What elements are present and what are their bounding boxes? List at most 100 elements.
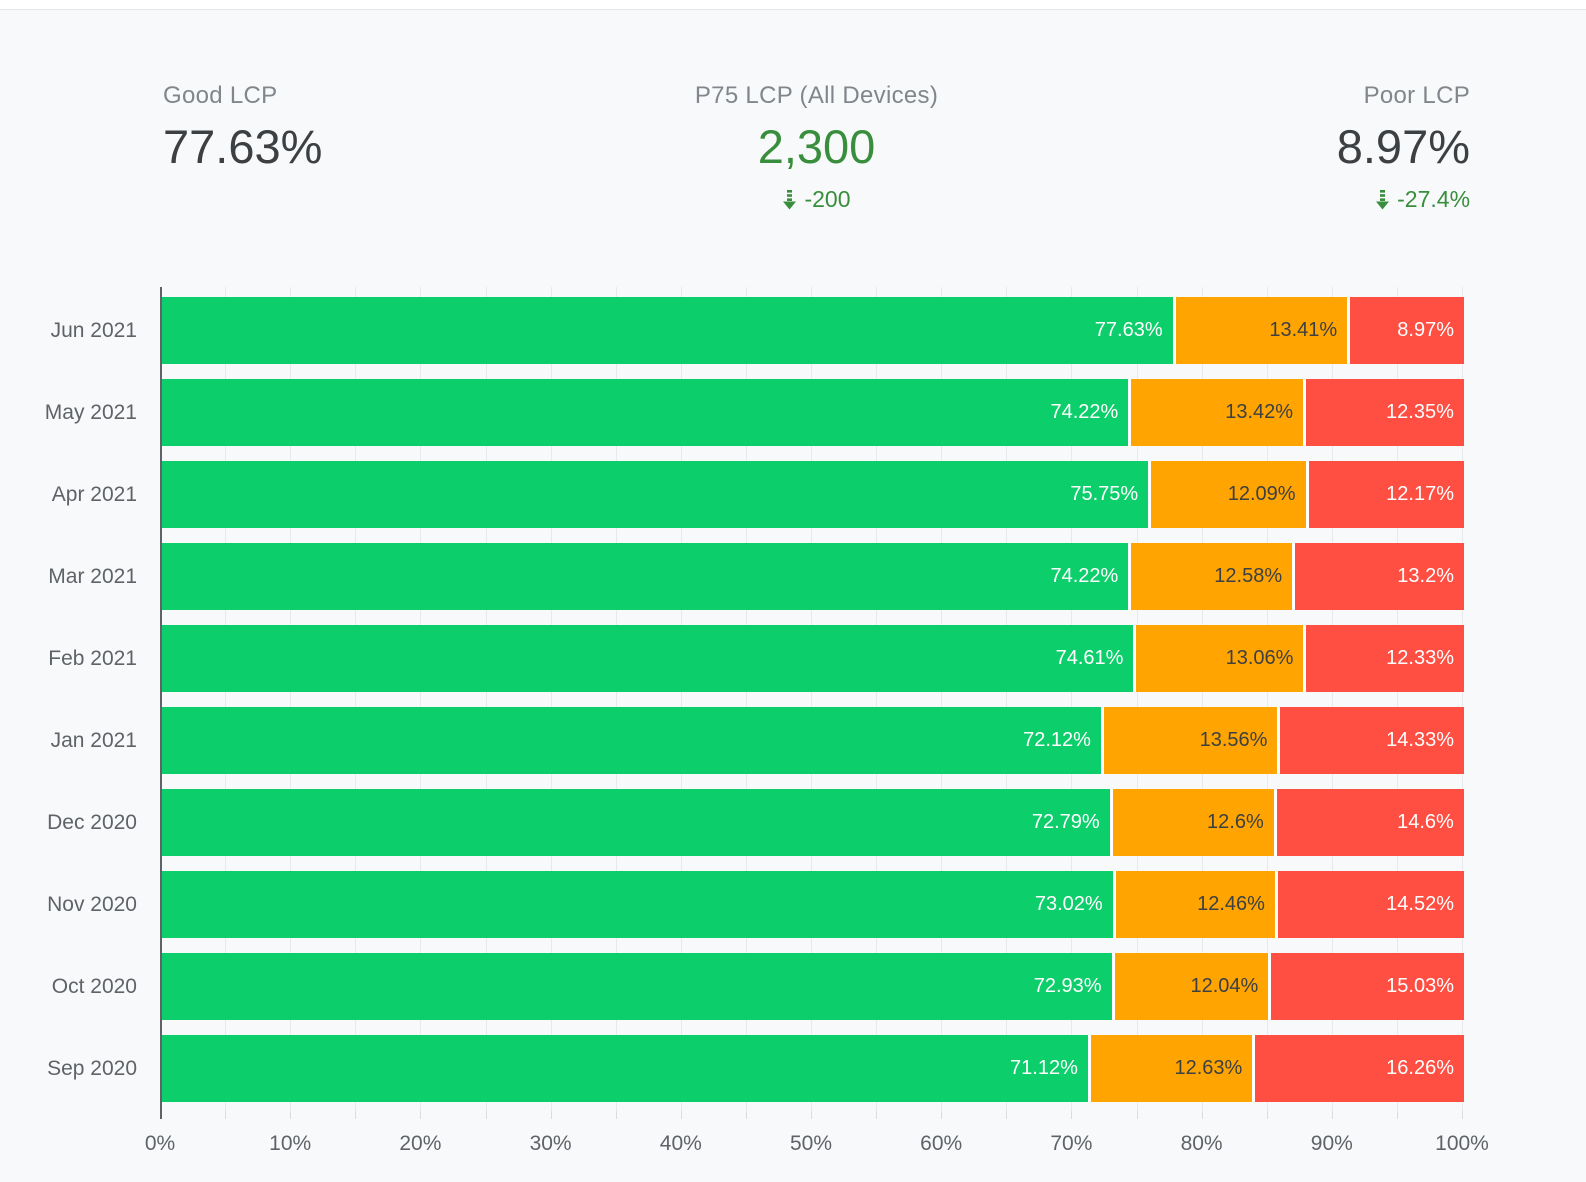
bar-segment-needs-improvement[interactable]: 13.42% — [1128, 379, 1304, 446]
bar-row: Feb 2021 74.61% 13.06% 12.33% — [0, 625, 1464, 692]
scorecard-good-lcp: Good LCP 77.63% — [163, 82, 599, 213]
bar-value-label: 14.6% — [1397, 811, 1454, 833]
bar-segment-good[interactable]: 75.75% — [162, 461, 1149, 528]
axis-tick — [225, 1111, 227, 1119]
bar-value-label: 12.09% — [1227, 483, 1296, 505]
bar-segment-good[interactable]: 71.12% — [162, 1035, 1088, 1102]
gridline — [811, 287, 812, 1111]
bar-segment-needs-improvement[interactable]: 12.04% — [1111, 953, 1269, 1020]
bar-segment-good[interactable]: 72.93% — [162, 953, 1112, 1020]
metric-change-value: -200 — [804, 186, 851, 212]
bar-segment-poor[interactable]: 16.26% — [1252, 1035, 1464, 1102]
bar-row: Jun 2021 77.63% 13.41% 8.97% — [0, 297, 1464, 364]
bar-track: 72.12% 13.56% 14.33% — [162, 707, 1464, 774]
gridline — [1331, 287, 1333, 1111]
bar-segment-good[interactable]: 77.63% — [162, 297, 1173, 364]
bar-track: 72.93% 12.04% 15.03% — [162, 953, 1464, 1020]
bar-value-label: 16.26% — [1386, 1057, 1454, 1079]
x-axis-label: 20% — [399, 1132, 442, 1155]
bar-value-label: 13.41% — [1269, 319, 1338, 341]
bar-value-label: 13.06% — [1225, 647, 1294, 669]
axis-tick — [1201, 1111, 1203, 1119]
category-label: Mar 2021 — [48, 564, 137, 588]
x-axis-label: 50% — [789, 1132, 833, 1155]
bar-segment-needs-improvement[interactable]: 12.46% — [1112, 871, 1275, 938]
x-axis: 0% 10% 20% 30% 40% 50% 60% 70% 80% 90% 100% — [0, 1119, 1586, 1163]
gridline — [1071, 287, 1073, 1111]
category-label: May 2021 — [44, 400, 137, 424]
category-label: Feb 2021 — [48, 646, 137, 670]
bar-segment-good[interactable]: 73.02% — [162, 871, 1113, 938]
bar-segment-needs-improvement[interactable]: 13.56% — [1100, 707, 1278, 774]
metric-label: Poor LCP — [1363, 82, 1471, 109]
metric-change: -200 — [599, 186, 1035, 213]
gridline — [1201, 287, 1203, 1111]
gridline — [745, 287, 747, 1111]
bar-segment-needs-improvement[interactable]: 12.6% — [1109, 789, 1274, 856]
bar-value-label: 12.33% — [1386, 647, 1454, 669]
bar-segment-needs-improvement[interactable]: 13.41% — [1172, 297, 1348, 364]
bar-value-label: 75.75% — [1070, 483, 1139, 505]
gridline — [615, 287, 617, 1111]
bar-segment-needs-improvement[interactable]: 12.63% — [1087, 1035, 1253, 1102]
bar-segment-good[interactable]: 74.22% — [162, 543, 1129, 610]
bar-segment-poor[interactable]: 12.35% — [1303, 379, 1464, 446]
bar-segment-poor[interactable]: 12.33% — [1303, 625, 1464, 692]
axis-tick — [941, 1111, 943, 1119]
x-axis-label: 80% — [1180, 1132, 1223, 1155]
gridline — [355, 287, 357, 1111]
bar-segment-poor[interactable]: 15.03% — [1268, 953, 1464, 1020]
bar-value-label: 74.22% — [1050, 401, 1119, 423]
bar-row: Apr 2021 75.75% 12.09% 12.17% — [0, 461, 1464, 528]
axis-tick — [1396, 1111, 1398, 1119]
metric-value: 8.97% — [1336, 120, 1471, 173]
bar-value-label: 14.52% — [1386, 893, 1454, 915]
axis-tick — [745, 1111, 747, 1119]
bar-segment-poor[interactable]: 12.17% — [1305, 461, 1464, 528]
x-axis-label: 40% — [659, 1132, 702, 1155]
bar-value-label: 15.03% — [1386, 975, 1454, 997]
axis-tick — [615, 1111, 617, 1119]
gridline — [1006, 287, 1008, 1111]
bar-value-label: 74.61% — [1055, 647, 1124, 669]
bar-segment-needs-improvement[interactable]: 13.06% — [1133, 625, 1304, 692]
axis-tick — [1331, 1111, 1333, 1119]
category-label: Nov 2020 — [47, 892, 137, 916]
x-axis-label: 70% — [1050, 1132, 1093, 1155]
bar-segment-poor[interactable]: 14.52% — [1274, 871, 1464, 938]
bar-row: May 2021 74.22% 13.42% 12.35% — [0, 379, 1464, 446]
x-axis-label: 60% — [920, 1132, 963, 1155]
bar-segment-good[interactable]: 74.61% — [162, 625, 1134, 692]
bar-row: Jan 2021 72.12% 13.56% 14.33% — [0, 707, 1464, 774]
bar-segment-poor[interactable]: 14.33% — [1277, 707, 1464, 774]
category-label: Oct 2020 — [51, 974, 137, 998]
metric-label: Good LCP — [163, 82, 278, 109]
bar-segment-needs-improvement[interactable]: 12.09% — [1148, 461, 1306, 528]
bar-segment-poor[interactable]: 14.6% — [1273, 789, 1464, 856]
lcp-stacked-bar-chart: Jun 2021 77.63% 13.41% 8.97% May 2021 74.22% 1… — [0, 287, 1586, 1163]
bar-track: 74.22% 13.42% 12.35% — [162, 379, 1464, 446]
bar-value-label: 12.6% — [1207, 811, 1264, 833]
axis-tick — [1071, 1111, 1073, 1119]
metric-label: P75 LCP (All Devices) — [694, 82, 939, 109]
bar-segment-poor[interactable]: 13.2% — [1292, 543, 1464, 610]
bar-segment-good[interactable]: 72.79% — [162, 789, 1110, 856]
bar-value-label: 12.58% — [1214, 565, 1283, 587]
bar-value-label: 12.35% — [1386, 401, 1454, 423]
axis-tick — [1462, 1111, 1463, 1119]
gridline — [1266, 287, 1268, 1111]
down-arrow-icon — [783, 189, 797, 209]
category-label: Jan 2021 — [50, 728, 137, 752]
x-axis-label: 30% — [529, 1132, 572, 1155]
axis-tick — [355, 1111, 357, 1119]
bar-rows: Jun 2021 77.63% 13.41% 8.97% May 2021 74.22% 1… — [0, 287, 1464, 1117]
bar-segment-good[interactable]: 74.22% — [162, 379, 1129, 446]
scorecard-row: Good LCP 77.63% P75 LCP (All Devices) 2,… — [163, 82, 1470, 213]
bar-segment-needs-improvement[interactable]: 12.58% — [1128, 543, 1293, 610]
bar-value-label: 8.97% — [1397, 319, 1454, 341]
bar-track: 77.63% 13.41% 8.97% — [162, 297, 1464, 364]
bar-segment-good[interactable]: 72.12% — [162, 707, 1101, 774]
bar-row: Oct 2020 72.93% 12.04% 15.03% — [0, 953, 1464, 1020]
bar-segment-poor[interactable]: 8.97% — [1347, 297, 1464, 364]
axis-tick — [811, 1111, 812, 1119]
